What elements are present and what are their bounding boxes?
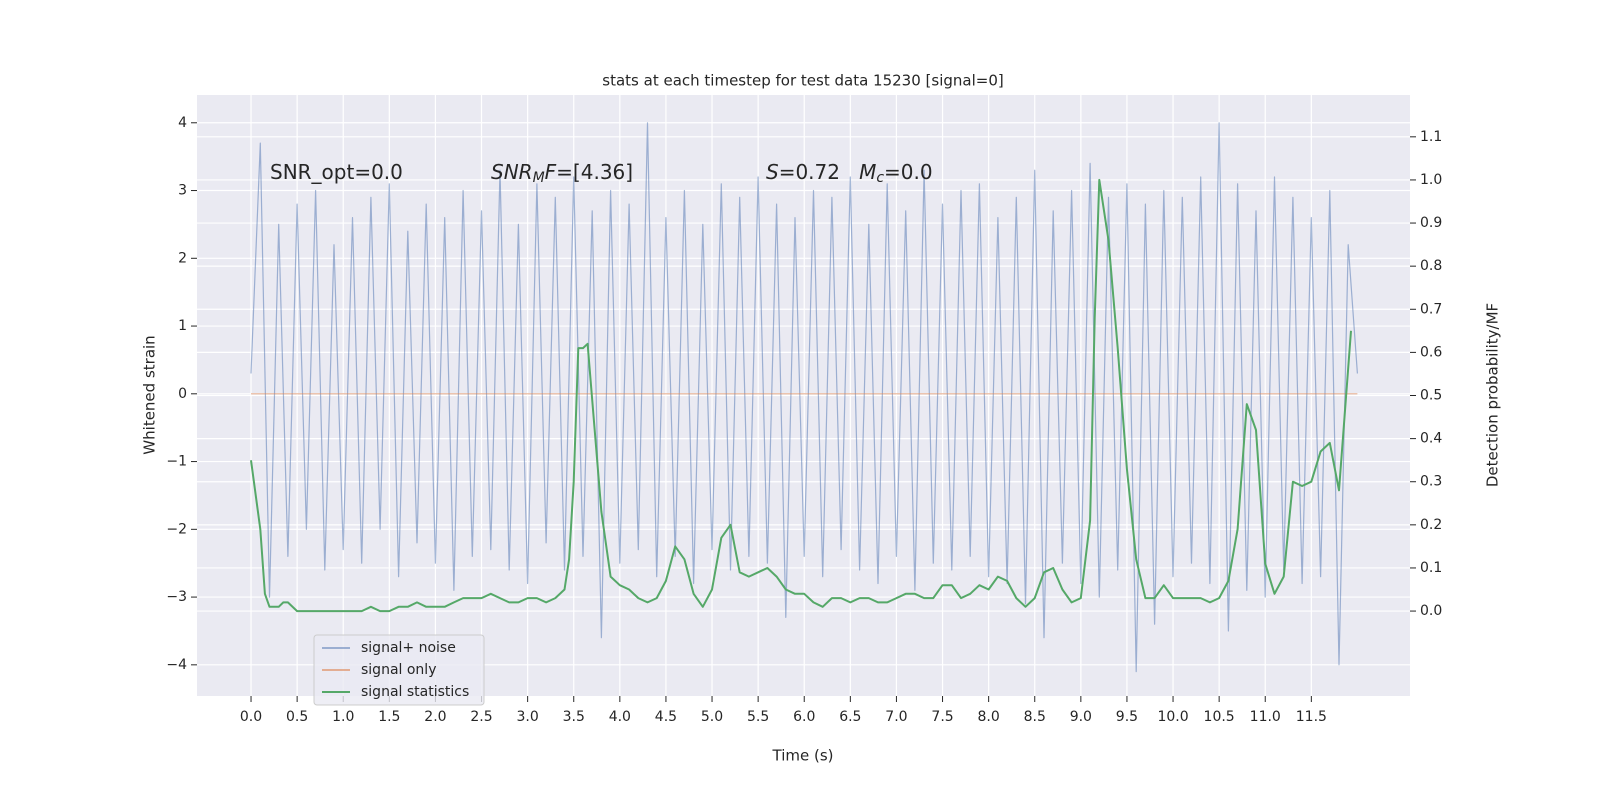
annotation-part: c [876, 170, 884, 186]
annotation-part: =0.72 [779, 160, 859, 184]
marks [250, 122, 1358, 673]
y2-tick-label: 0.6 [1420, 344, 1442, 360]
y-tick-label: 0 [178, 386, 187, 402]
y2-tick-label: 0.2 [1420, 517, 1442, 533]
y-tick-label: −1 [166, 454, 187, 470]
y2-tick-label: 0.7 [1420, 301, 1442, 317]
x-tick-label: 6.5 [839, 709, 861, 725]
legend-label: signal+ noise [361, 640, 456, 656]
annotation: S=0.72 Mc=0.0 [766, 160, 933, 187]
annotation-part: S [766, 160, 779, 184]
annotation-part: M [859, 160, 876, 184]
x-tick-label: 8.5 [1024, 709, 1046, 725]
series-line [250, 122, 1358, 673]
x-tick-label: 5.5 [747, 709, 769, 725]
x-tick-label: 7.5 [931, 709, 953, 725]
x-tick-label: 4.0 [609, 709, 631, 725]
x-tick-label: 9.0 [1070, 709, 1092, 725]
y2-axis-label: Detection probability/MF [1484, 303, 1502, 487]
y-tick-label: 3 [178, 183, 187, 199]
x-tick-label: 10.0 [1157, 709, 1188, 725]
y2-tick-label: 0.8 [1420, 258, 1442, 274]
x-tick-label: 10.5 [1204, 709, 1235, 725]
x-tick-label: 7.0 [885, 709, 907, 725]
x-tick-label: 6.0 [793, 709, 815, 725]
chart-title: stats at each timestep for test data 152… [602, 72, 1003, 90]
x-tick-label: 11.0 [1250, 709, 1281, 725]
legend-box [313, 634, 485, 706]
y2-tick-label: 1.1 [1420, 129, 1442, 145]
y-tick-label: −3 [166, 589, 187, 605]
x-tick-label: 11.5 [1296, 709, 1327, 725]
series-line [250, 178, 1352, 613]
annotation-part: M [533, 170, 545, 186]
y-tick-label: −2 [166, 521, 187, 537]
legend-label: signal only [361, 662, 436, 678]
x-tick-label: 8.0 [978, 709, 1000, 725]
labels: 0.0 0.5 1.0 1.5 2.0 2.5 3.0 3.5 4.0 4.5 5.0 5.5 6.0 6… [166, 115, 1442, 725]
y-tick-label: 4 [178, 115, 187, 131]
x-tick-label: 4.5 [655, 709, 677, 725]
annotation-part: =[4.36] [556, 160, 633, 184]
annotation-part: =0.0 [884, 160, 933, 184]
y-tick-label: 1 [178, 318, 187, 334]
x-tick-label: 1.0 [332, 709, 354, 725]
x-tick-label: 3.0 [517, 709, 539, 725]
legend-label: signal statistics [361, 684, 469, 700]
y2-tick-label: 0.1 [1420, 560, 1442, 576]
x-tick-label: 0.5 [286, 709, 308, 725]
y2-tick-label: 1.0 [1420, 172, 1442, 188]
y2-tick-label: 0.3 [1420, 474, 1442, 490]
annotation-part: SNR [491, 160, 533, 184]
x-tick-label: 0.0 [240, 709, 262, 725]
annotation: SNR_opt=0.0 [270, 160, 403, 184]
y2-tick-label: 0.9 [1420, 215, 1442, 231]
x-axis-label: Time (s) [772, 747, 834, 765]
annotation-part: F [545, 160, 557, 184]
x-tick-label: 2.0 [424, 709, 446, 725]
y2-tick-label: 0.4 [1420, 431, 1442, 447]
x-tick-label: 1.5 [378, 709, 400, 725]
x-tick-label: 9.5 [1116, 709, 1138, 725]
annotation: SNRMF=[4.36] [491, 160, 633, 187]
x-tick-label: 5.0 [701, 709, 723, 725]
y-axis-label: Whitened strain [141, 335, 159, 454]
x-tick-label: 2.5 [470, 709, 492, 725]
x-tick-label: 3.5 [563, 709, 585, 725]
annotation-part: SNR_opt=0.0 [270, 160, 403, 184]
y2-tick-label: 0.0 [1420, 603, 1442, 619]
y2-tick-label: 0.5 [1420, 388, 1442, 404]
y-tick-label: 2 [178, 250, 187, 266]
grid [197, 95, 1410, 696]
y-tick-label: −4 [166, 657, 187, 673]
